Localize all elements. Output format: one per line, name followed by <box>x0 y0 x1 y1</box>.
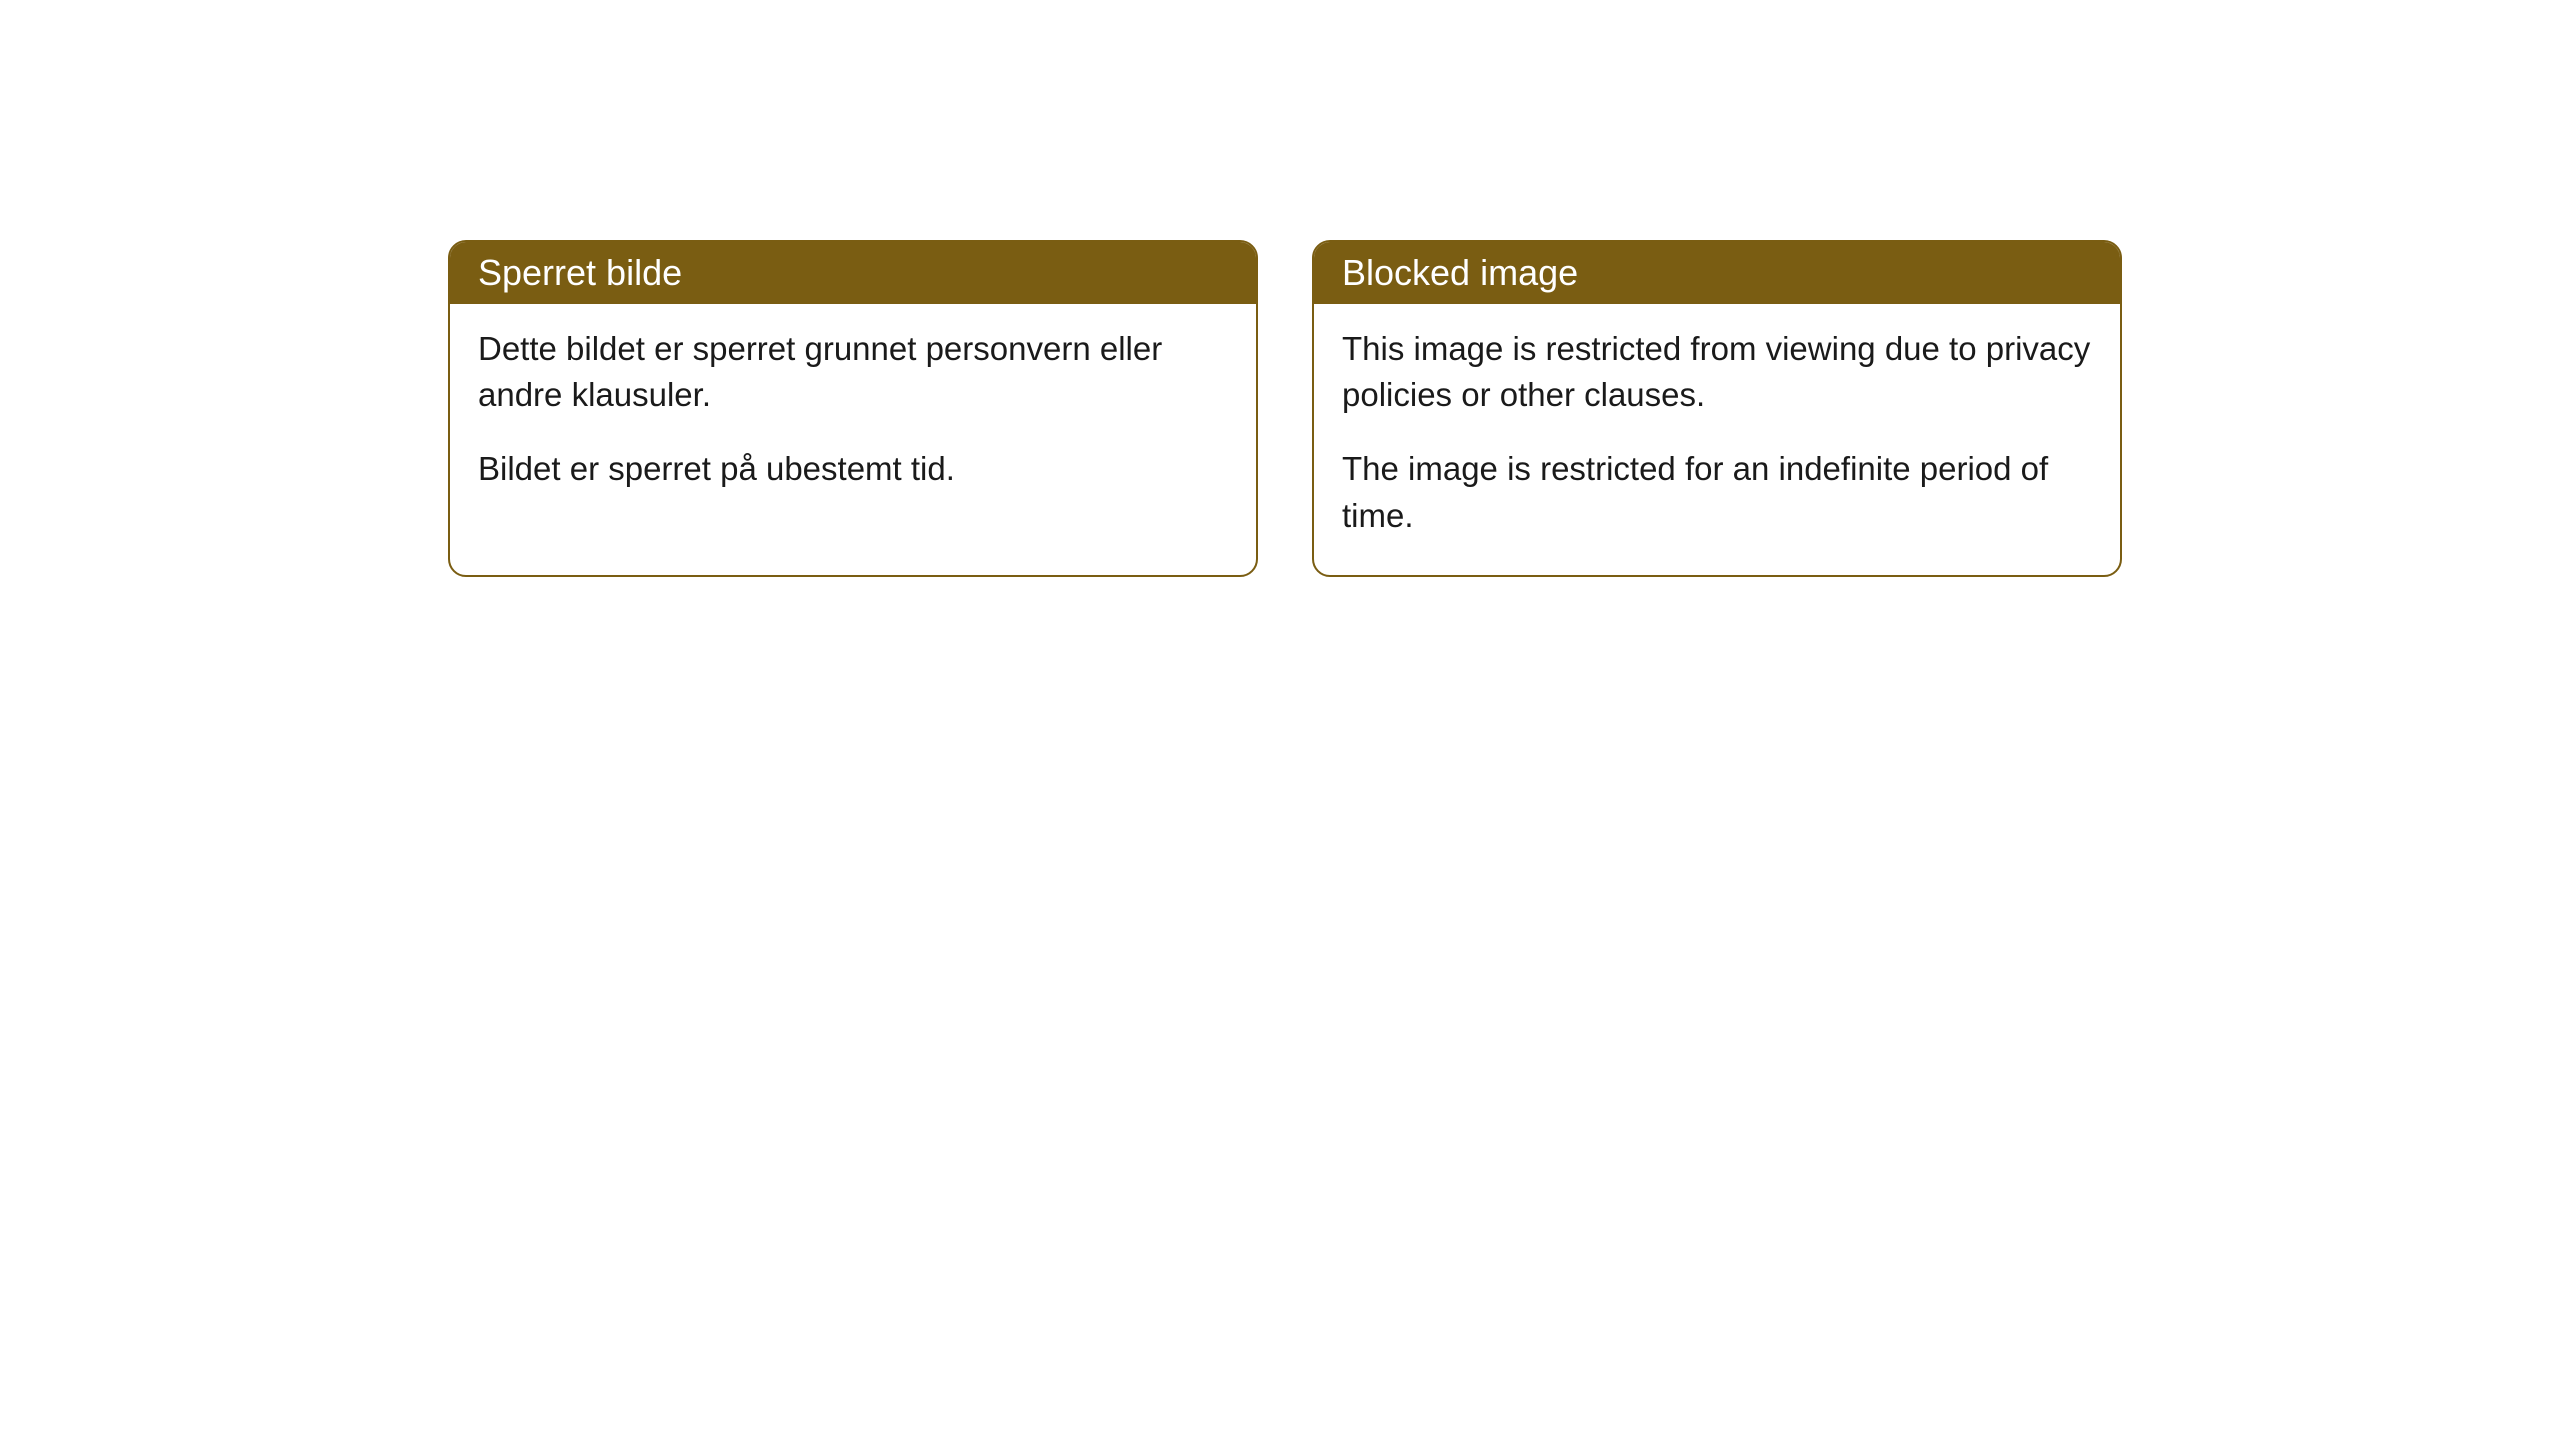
card-paragraph-2: The image is restricted for an indefinit… <box>1342 446 2092 538</box>
card-header-english: Blocked image <box>1314 242 2120 304</box>
card-title: Blocked image <box>1342 252 1578 293</box>
card-title: Sperret bilde <box>478 252 682 293</box>
notice-card-english: Blocked image This image is restricted f… <box>1312 240 2122 577</box>
card-header-norwegian: Sperret bilde <box>450 242 1256 304</box>
card-paragraph-1: Dette bildet er sperret grunnet personve… <box>478 326 1228 418</box>
notice-card-norwegian: Sperret bilde Dette bildet er sperret gr… <box>448 240 1258 577</box>
card-body-english: This image is restricted from viewing du… <box>1314 304 2120 575</box>
notice-container: Sperret bilde Dette bildet er sperret gr… <box>448 240 2122 577</box>
card-paragraph-2: Bildet er sperret på ubestemt tid. <box>478 446 1228 492</box>
card-paragraph-1: This image is restricted from viewing du… <box>1342 326 2092 418</box>
card-body-norwegian: Dette bildet er sperret grunnet personve… <box>450 304 1256 529</box>
